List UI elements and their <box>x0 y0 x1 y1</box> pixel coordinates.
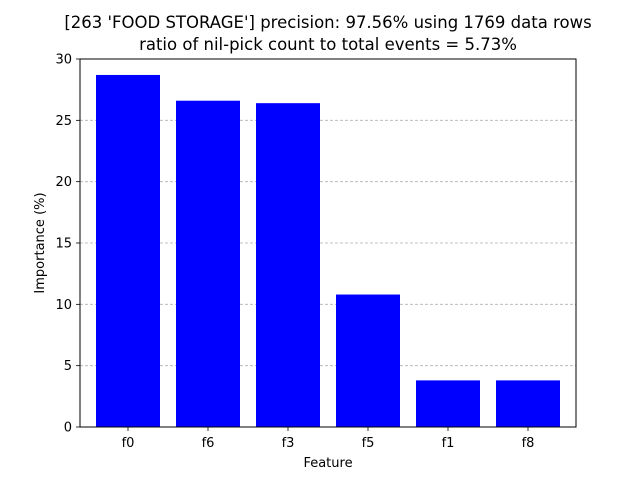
y-tick-label: 30 <box>55 53 72 68</box>
y-tick-label: 0 <box>64 421 72 436</box>
bar-f0 <box>96 74 160 428</box>
grid-lines <box>80 119 576 367</box>
chart-subtitle: ratio of nil-pick count to total events … <box>139 35 517 54</box>
y-tick-label: 25 <box>55 114 72 129</box>
y-axis-label: Importance (%) <box>33 192 48 293</box>
x-tick-label: f0 <box>122 436 135 451</box>
x-tick-label: f6 <box>202 436 215 451</box>
bar-f3 <box>256 103 320 427</box>
y-tick-label: 5 <box>64 359 72 374</box>
x-tick-label: f3 <box>282 436 295 451</box>
bar-f6 <box>176 100 240 427</box>
bar-f8 <box>496 380 560 427</box>
y-axis-ticks: 0 5 10 15 20 25 30 <box>55 53 80 436</box>
x-tick-label: f8 <box>522 436 535 451</box>
bar-f1 <box>416 380 480 427</box>
y-tick-label: 10 <box>55 298 72 313</box>
bar-f5 <box>336 294 400 427</box>
y-tick-label: 20 <box>55 175 72 190</box>
x-axis-label: Feature <box>303 456 352 471</box>
y-tick-label: 15 <box>55 237 72 252</box>
x-tick-label: f5 <box>362 436 375 451</box>
bars <box>96 74 560 428</box>
x-axis-ticks: f0 f6 f3 f5 f1 f8 <box>122 427 535 451</box>
x-tick-label: f1 <box>442 436 455 451</box>
chart-title: [263 'FOOD STORAGE'] precision: 97.56% u… <box>64 13 591 32</box>
